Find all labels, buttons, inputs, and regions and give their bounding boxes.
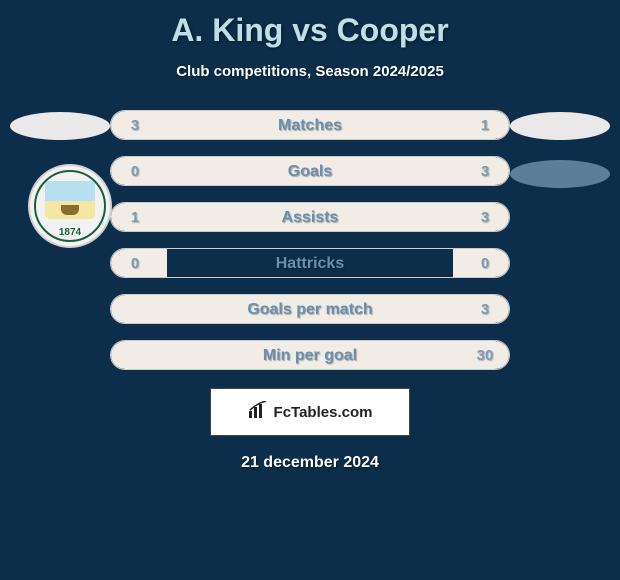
stat-label: Goals per match bbox=[111, 295, 509, 324]
stat-row: 03Goals bbox=[110, 156, 510, 186]
footer-date: 21 december 2024 bbox=[0, 454, 620, 472]
page-subtitle: Club competitions, Season 2024/2025 bbox=[0, 63, 620, 80]
stat-label: Matches bbox=[111, 111, 509, 140]
chart-icon bbox=[248, 401, 268, 423]
badge-ship-icon bbox=[45, 201, 95, 219]
badge-year: 1874 bbox=[59, 227, 81, 238]
stat-row: 31Matches bbox=[110, 110, 510, 140]
badge-sky bbox=[45, 181, 95, 201]
club-badge: 1874 bbox=[28, 164, 112, 248]
stat-row: 13Assists bbox=[110, 202, 510, 232]
stat-row: 00Hattricks bbox=[110, 248, 510, 278]
stat-label: Min per goal bbox=[111, 341, 509, 370]
brand-text: FcTables.com bbox=[274, 404, 373, 421]
stat-row: 3Goals per match bbox=[110, 294, 510, 324]
stat-label: Hattricks bbox=[111, 249, 509, 278]
club-badge-ring: 1874 bbox=[34, 170, 106, 242]
player2-oval-placeholder-2 bbox=[510, 160, 610, 188]
stats-container: 31Matches 03Goals 13Assists 00Hattricks 3Goa… bbox=[110, 110, 510, 370]
page-title: A. King vs Cooper bbox=[0, 0, 620, 49]
player1-oval-placeholder bbox=[10, 112, 110, 140]
stat-label: Assists bbox=[111, 203, 509, 232]
stat-row: 30Min per goal bbox=[110, 340, 510, 370]
player2-oval-placeholder bbox=[510, 112, 610, 140]
site-brand-badge: FcTables.com bbox=[210, 388, 410, 436]
stat-label: Goals bbox=[111, 157, 509, 186]
comparison-chart: 1874 31Matches 03Goals 13Assists 00Hattrick… bbox=[0, 110, 620, 370]
